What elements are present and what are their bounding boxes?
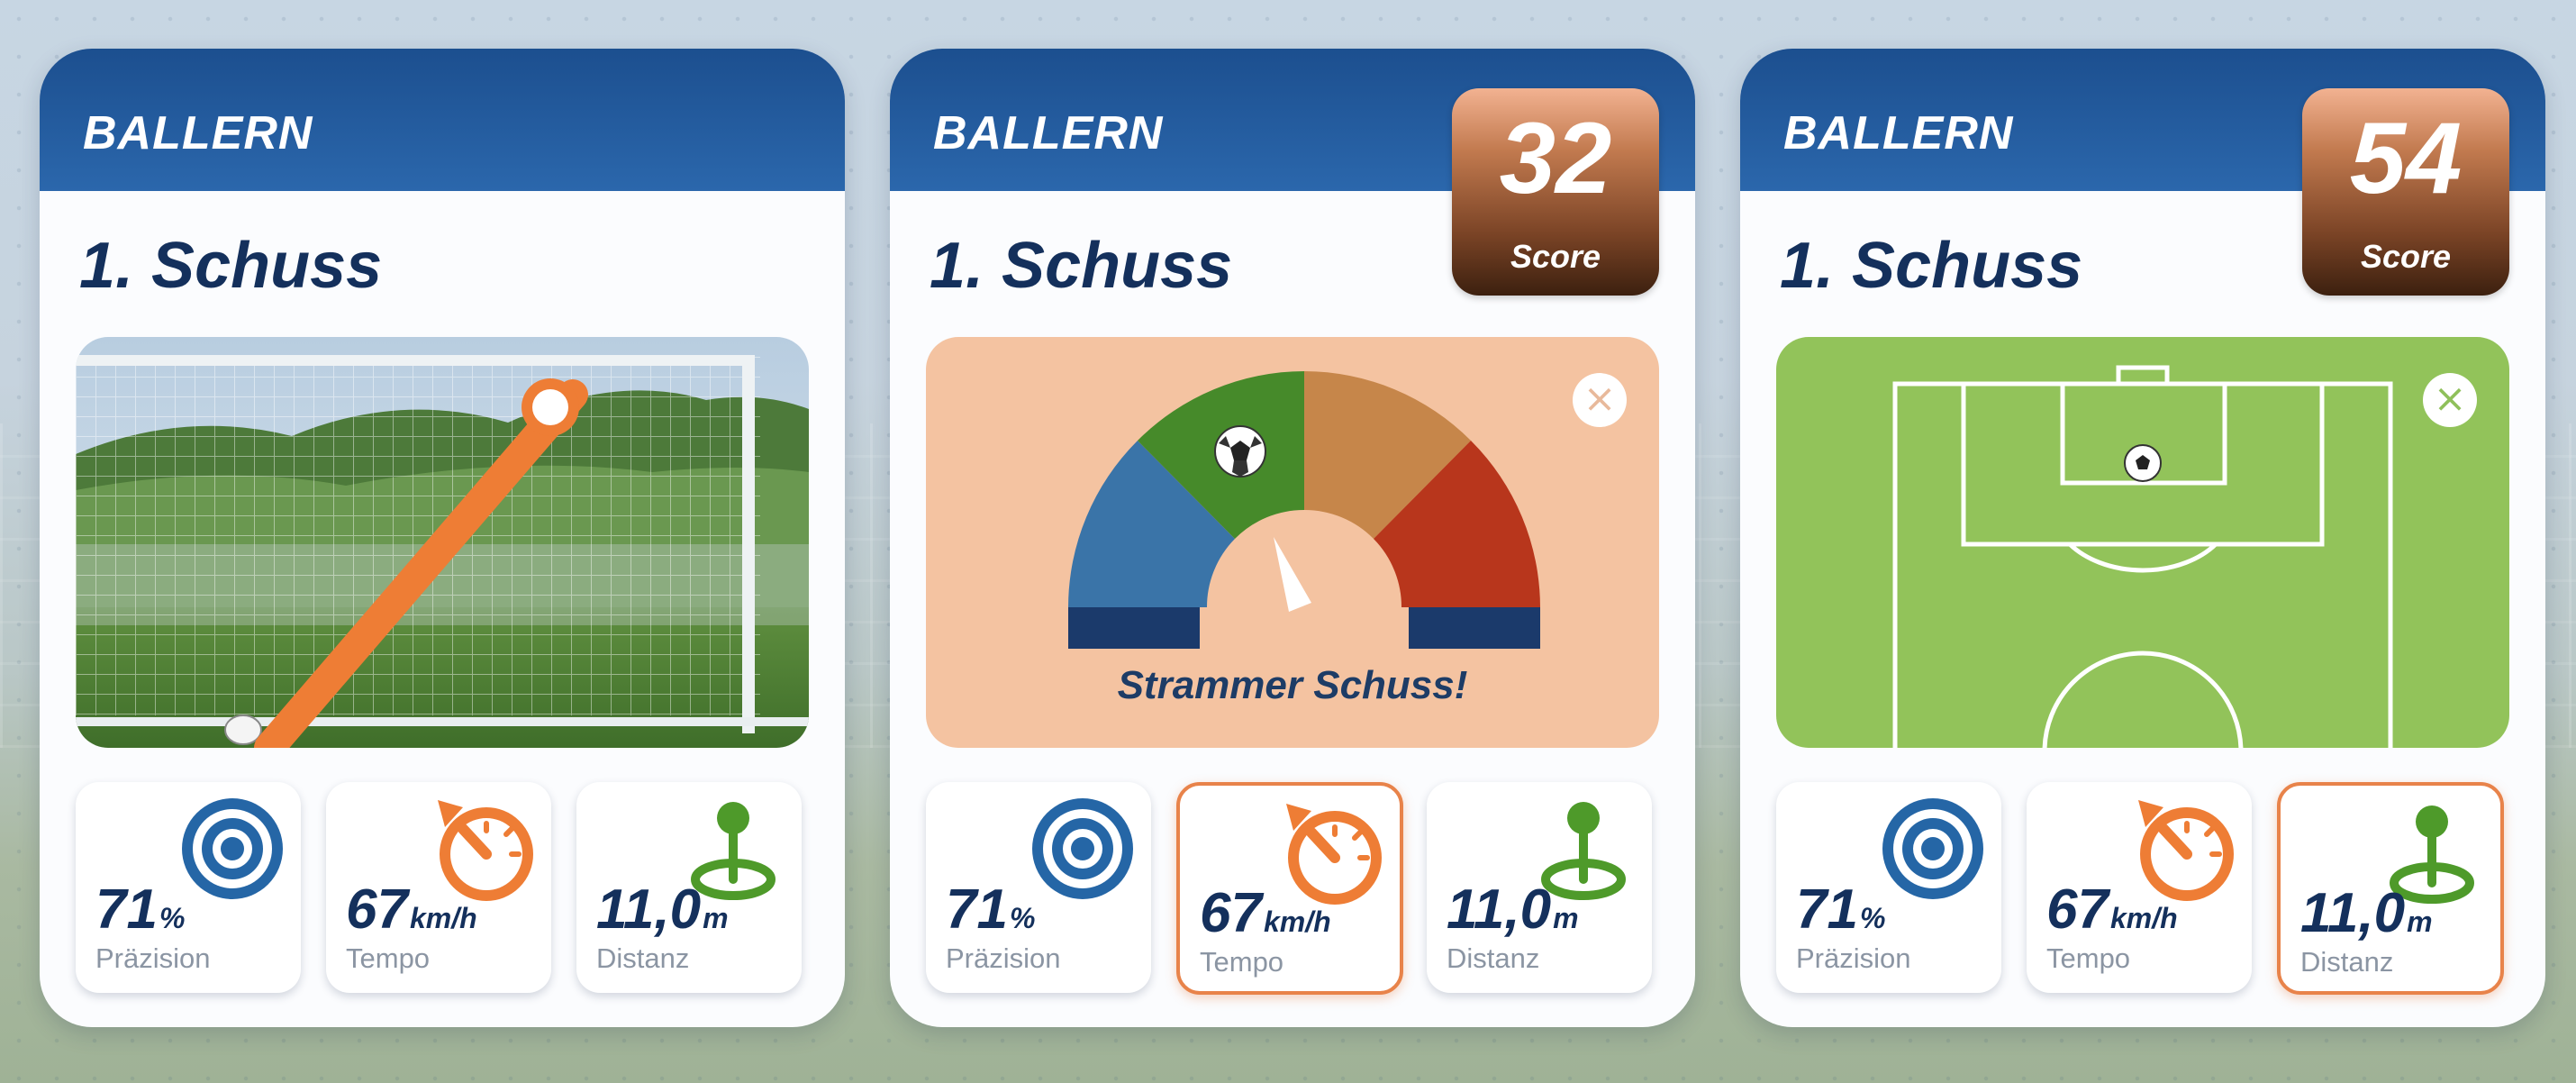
stat-speed[interactable]: 67km/h Tempo <box>326 782 551 993</box>
shot-card-2: BALLERN 32 Score 1. Schuss × Strammer Sc… <box>890 49 1695 1027</box>
stat-label: Distanz <box>1447 942 1540 974</box>
stat-precision[interactable]: 71% Präzision <box>76 782 301 993</box>
stat-value: 11,0 <box>2300 882 2406 944</box>
stat-unit: m <box>2407 906 2433 938</box>
card-header: BALLERN <box>40 49 845 191</box>
stat-value: 11,0 <box>1447 878 1552 941</box>
stat-label: Präzision <box>1796 942 1911 974</box>
target-icon <box>1032 798 1133 899</box>
stat-label: Distanz <box>596 942 690 974</box>
speed-gauge <box>1068 371 1540 649</box>
target-icon <box>1882 798 1983 899</box>
stat-unit: m <box>703 902 729 934</box>
location-pin-icon <box>2390 805 2474 904</box>
speed-gauge-panel: × Strammer Schuss! <box>926 337 1659 748</box>
pitch-map <box>1892 365 2393 748</box>
stat-unit: m <box>1553 902 1579 934</box>
pitch-map-panel: × <box>1776 337 2509 748</box>
stat-distance[interactable]: 11,0m Distanz <box>2277 782 2504 995</box>
score-value: 32 <box>1499 102 1612 214</box>
stat-label: Tempo <box>2046 942 2131 974</box>
goal-photo <box>76 337 809 748</box>
close-button[interactable]: × <box>1573 373 1627 427</box>
brand-title: BALLERN <box>83 107 313 159</box>
stat-value: 67 <box>346 878 408 941</box>
stat-label: Präzision <box>946 942 1061 974</box>
close-button[interactable]: × <box>2423 373 2477 427</box>
target-icon <box>182 798 283 899</box>
score-badge: 32 Score <box>1452 88 1659 296</box>
close-icon: × <box>2433 376 2467 422</box>
stat-label: Präzision <box>95 942 211 974</box>
stat-unit: % <box>1859 902 1886 934</box>
stat-unit: km/h <box>409 902 477 934</box>
brand-title: BALLERN <box>933 107 1164 159</box>
score-label: Score <box>2360 238 2452 275</box>
stat-distance[interactable]: 11,0m Distanz <box>1427 782 1652 993</box>
score-badge: 54 Score <box>2302 88 2509 296</box>
gauge-caption: Strammer Schuss! <box>1117 663 1468 707</box>
stat-distance[interactable]: 11,0m Distanz <box>576 782 802 993</box>
stat-unit: % <box>1009 902 1036 934</box>
stat-value: 71 <box>946 878 1008 941</box>
stat-value: 71 <box>95 878 158 941</box>
close-icon: × <box>1583 376 1617 422</box>
shot-title: 1. Schuss <box>930 230 1233 302</box>
speedometer-icon <box>2138 800 2234 901</box>
speedometer-icon <box>438 800 533 901</box>
stat-value: 67 <box>2046 878 2109 941</box>
location-pin-icon <box>1541 802 1626 900</box>
stat-precision[interactable]: 71% Präzision <box>926 782 1151 993</box>
speedometer-icon <box>1286 804 1382 905</box>
score-label: Score <box>1510 238 1601 275</box>
shot-title: 1. Schuss <box>79 230 383 302</box>
goal-photo-panel <box>76 337 809 748</box>
stat-speed[interactable]: 67km/h Tempo <box>2027 782 2252 993</box>
stat-label: Tempo <box>346 942 431 974</box>
shot-title: 1. Schuss <box>1780 230 2083 302</box>
stat-label: Tempo <box>1200 946 1284 978</box>
brand-title: BALLERN <box>1783 107 2014 159</box>
stat-unit: % <box>159 902 186 934</box>
stat-speed[interactable]: 67km/h Tempo <box>1176 782 1403 995</box>
shot-card-3: BALLERN 54 Score 1. Schuss × <box>1740 49 2545 1027</box>
stat-label: Distanz <box>2300 946 2394 978</box>
score-value: 54 <box>2349 102 2463 214</box>
stat-value: 11,0 <box>596 878 702 941</box>
stat-unit: km/h <box>1263 906 1331 938</box>
location-pin-icon <box>691 802 776 900</box>
stat-value: 67 <box>1200 882 1262 944</box>
shot-card-1: BALLERN 1. Schuss <box>40 49 845 1027</box>
stat-precision[interactable]: 71% Präzision <box>1776 782 2001 993</box>
stat-unit: km/h <box>2109 902 2178 934</box>
stat-value: 71 <box>1796 878 1858 941</box>
